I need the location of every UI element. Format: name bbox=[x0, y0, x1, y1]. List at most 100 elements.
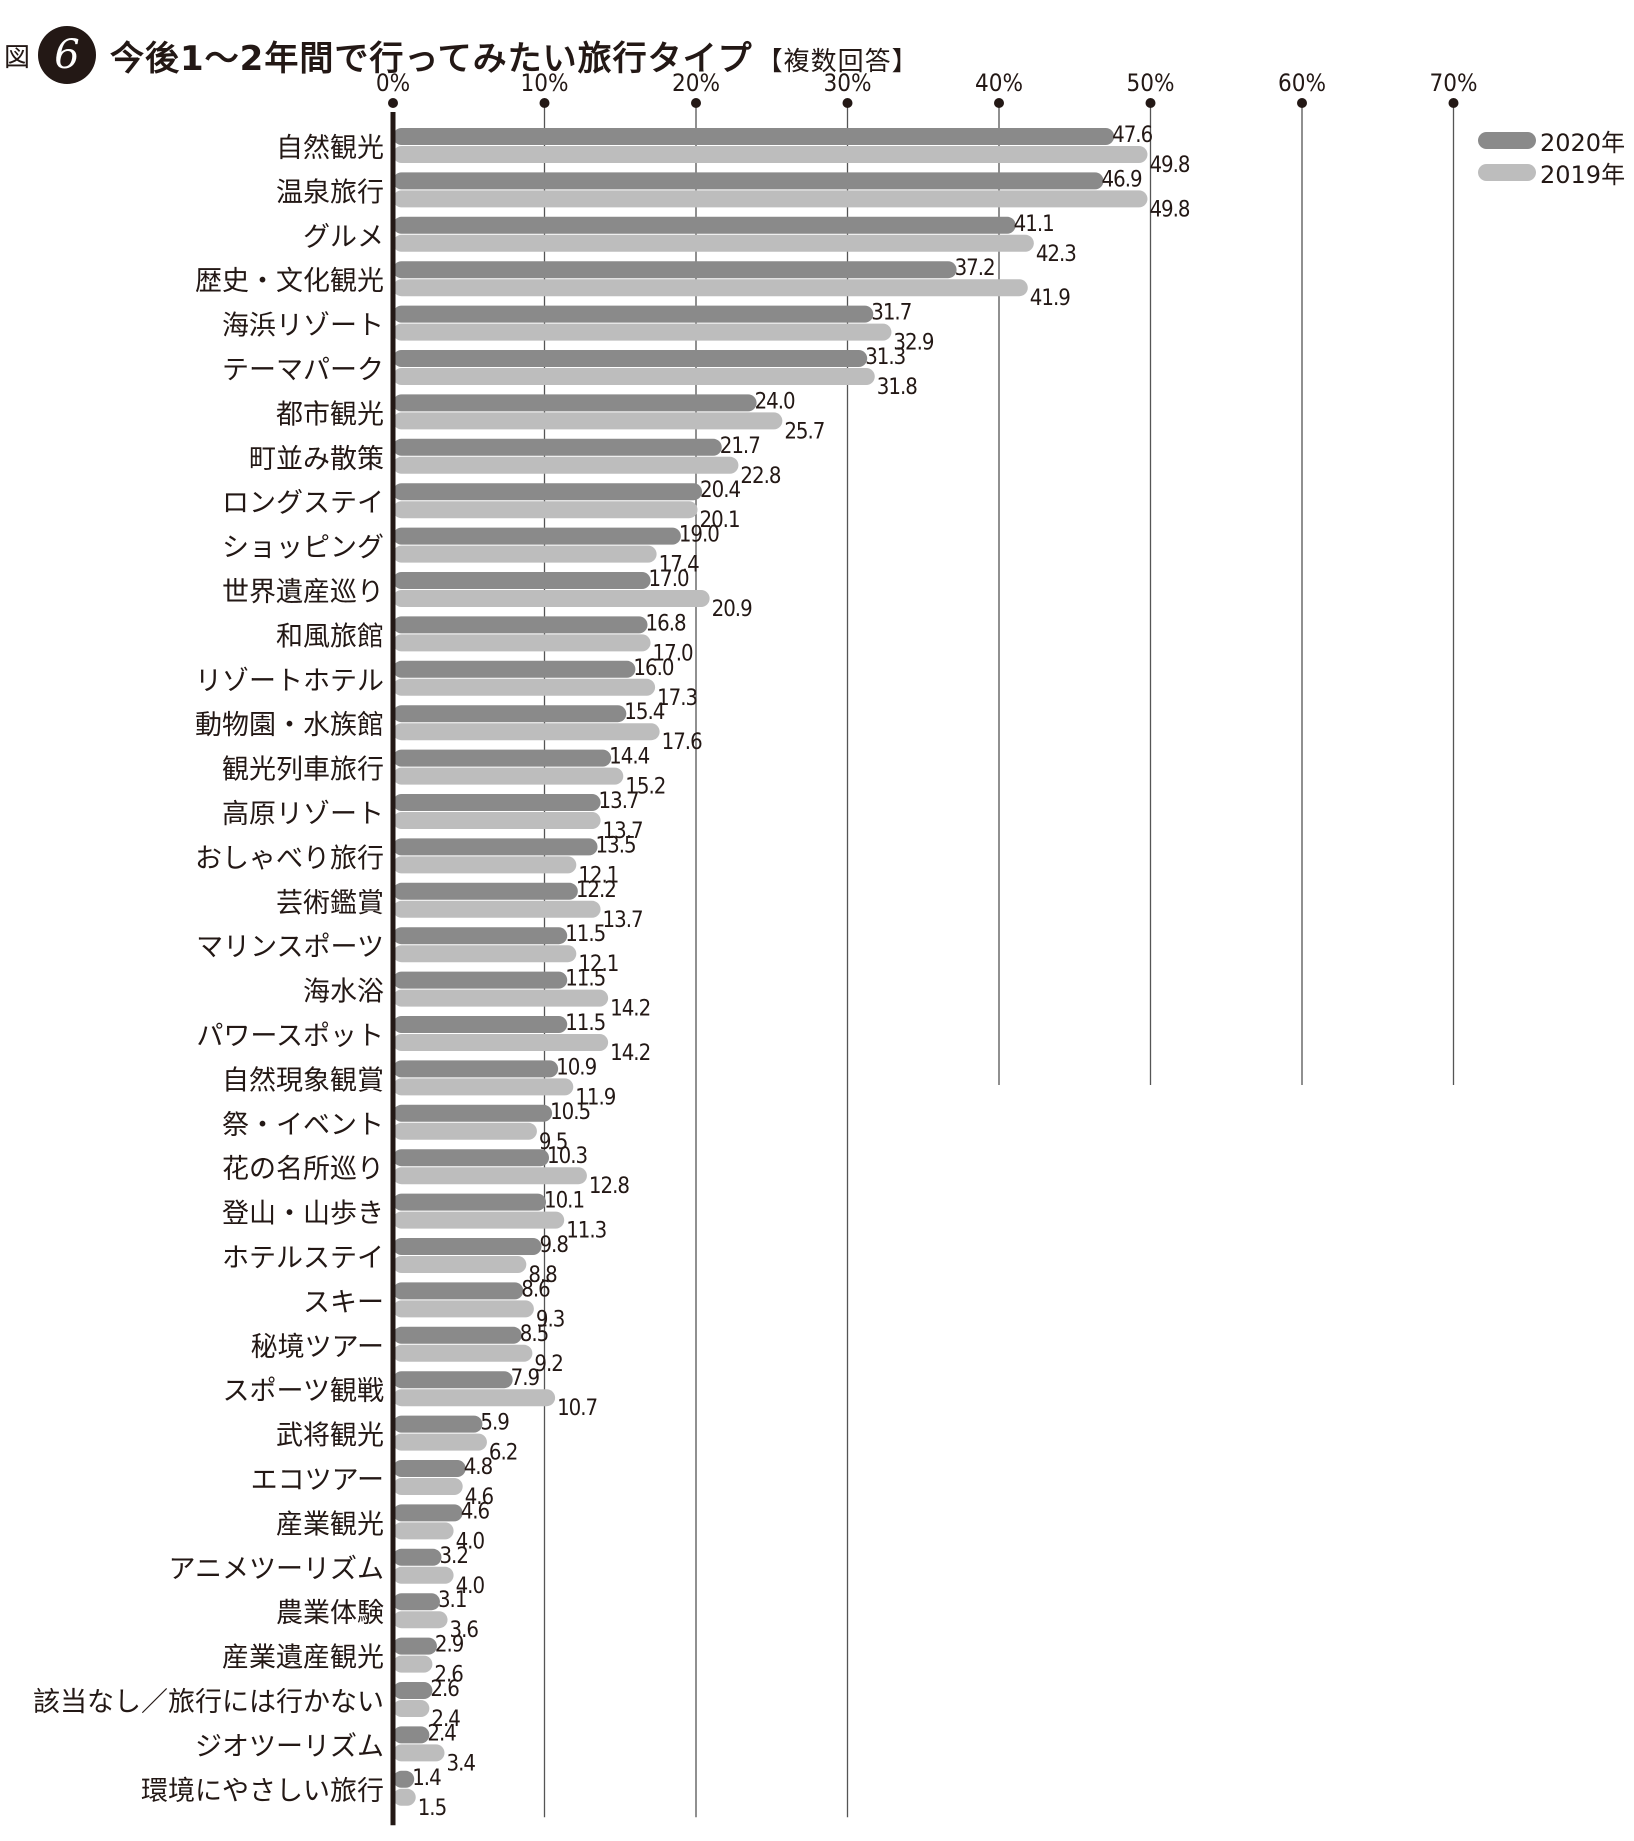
bar-2019 bbox=[393, 1700, 430, 1717]
bar-2019 bbox=[393, 1433, 487, 1451]
category-label: 世界遺産巡り bbox=[222, 577, 384, 608]
bar-2019 bbox=[393, 1211, 565, 1229]
category-label: 動物園・水族館 bbox=[195, 710, 384, 741]
bar-2019 bbox=[393, 1744, 445, 1762]
chart-title-note: 【複数回答】 bbox=[756, 46, 919, 77]
legend-label-2020: 2020年 bbox=[1540, 128, 1626, 157]
data-label-2019: 22.8 bbox=[740, 464, 780, 489]
data-label-2019: 17.3 bbox=[657, 686, 697, 711]
x-tick-label: 0% bbox=[376, 69, 410, 97]
tick-dot bbox=[842, 98, 853, 108]
category-label: 和風旅館 bbox=[276, 621, 384, 652]
bar-2019 bbox=[393, 456, 739, 474]
data-label-2020: 8.5 bbox=[520, 1322, 548, 1347]
bar-2019 bbox=[393, 590, 710, 607]
bar-2019 bbox=[393, 900, 601, 918]
data-label-2019: 11.3 bbox=[566, 1219, 606, 1244]
category-label: グルメ bbox=[303, 222, 384, 253]
bar-2019 bbox=[393, 234, 1034, 252]
bar-2019 bbox=[393, 1078, 574, 1096]
category-label: 武将観光 bbox=[276, 1421, 384, 1452]
bar-2020 bbox=[393, 1282, 524, 1300]
data-label-2020: 3.2 bbox=[439, 1544, 467, 1569]
bar-2020 bbox=[393, 838, 598, 856]
data-label-2020: 16.0 bbox=[633, 656, 673, 681]
category-label: 都市観光 bbox=[276, 399, 384, 430]
data-label-2020: 7.9 bbox=[511, 1366, 540, 1391]
data-label-2019: 17.6 bbox=[662, 730, 702, 755]
bar-2019 bbox=[393, 1167, 587, 1185]
data-label-2019: 20.9 bbox=[712, 597, 752, 622]
bar-2019 bbox=[393, 812, 601, 829]
category-label: ショッピング bbox=[222, 533, 384, 564]
tick-dot bbox=[1448, 98, 1459, 108]
category-label: リゾートホテル bbox=[195, 666, 384, 697]
bar-2019 bbox=[393, 856, 577, 874]
bar-2019 bbox=[393, 279, 1028, 297]
bar-2020 bbox=[393, 394, 757, 412]
data-label-2019: 20.1 bbox=[700, 508, 740, 533]
data-label-2020: 10.3 bbox=[547, 1144, 587, 1169]
bar-2020 bbox=[393, 882, 578, 900]
bar-2020 bbox=[393, 616, 648, 634]
bar-2020 bbox=[393, 1770, 415, 1788]
bar-2019 bbox=[393, 1034, 609, 1051]
category-label: 産業観光 bbox=[276, 1509, 384, 1540]
data-label-2020: 31.7 bbox=[871, 301, 911, 326]
data-label-2020: 20.4 bbox=[700, 478, 740, 503]
category-label: 祭・イベント bbox=[222, 1110, 384, 1141]
data-label-2019: 25.7 bbox=[784, 419, 824, 444]
bar-2020 bbox=[393, 749, 612, 767]
data-label-2019: 1.5 bbox=[418, 1796, 446, 1821]
tick-dot bbox=[1145, 98, 1156, 108]
data-label-2019: 17.0 bbox=[653, 641, 693, 666]
tick-dot bbox=[388, 98, 398, 108]
data-label-2020: 11.5 bbox=[565, 1011, 605, 1036]
bar-2019 bbox=[393, 545, 657, 563]
data-label-2020: 13.7 bbox=[599, 789, 639, 814]
data-label-2019: 14.2 bbox=[610, 1041, 650, 1066]
bar-2019 bbox=[393, 412, 783, 430]
bar-2020 bbox=[393, 1504, 463, 1522]
category-label: マリンスポーツ bbox=[196, 932, 384, 963]
data-label-2019: 32.9 bbox=[893, 331, 933, 356]
data-label-2020: 12.2 bbox=[576, 878, 616, 903]
category-label: 登山・山歩き bbox=[222, 1199, 384, 1230]
data-label-2020: 17.0 bbox=[649, 567, 689, 592]
data-label-2020: 13.5 bbox=[596, 833, 636, 858]
bar-2019 bbox=[393, 146, 1148, 163]
x-tick-label: 40% bbox=[975, 69, 1023, 97]
bar-2020 bbox=[393, 572, 651, 589]
bar-2020 bbox=[393, 483, 703, 501]
bar-2019 bbox=[393, 1344, 533, 1362]
bar-2020 bbox=[393, 1593, 440, 1611]
data-label-2019: 2.6 bbox=[434, 1663, 463, 1688]
bar-2020 bbox=[393, 1238, 542, 1255]
bar-2020 bbox=[393, 1548, 442, 1566]
data-label-2020: 10.9 bbox=[556, 1055, 596, 1080]
data-label-2020: 2.6 bbox=[430, 1677, 459, 1702]
data-label-2019: 6.2 bbox=[489, 1441, 517, 1466]
data-label-2019: 9.3 bbox=[536, 1307, 565, 1332]
data-label-2019: 11.9 bbox=[575, 1085, 615, 1110]
chart-legend: 2020年 2019年 bbox=[1478, 124, 1626, 189]
bar-2020 bbox=[393, 971, 568, 989]
bar-2019 bbox=[393, 1122, 537, 1140]
legend-label-2019: 2019年 bbox=[1540, 160, 1626, 189]
legend-item-2020: 2020年 bbox=[1478, 124, 1626, 157]
bar-2019 bbox=[393, 634, 651, 652]
category-label: エコツアー bbox=[251, 1465, 384, 1496]
legend-swatch-2020 bbox=[1478, 131, 1536, 149]
data-label-2019: 13.7 bbox=[603, 819, 643, 844]
data-label-2020: 4.6 bbox=[461, 1499, 490, 1524]
data-label-2020: 9.8 bbox=[539, 1233, 568, 1258]
bar-2019 bbox=[393, 1478, 463, 1495]
data-label-2020: 5.9 bbox=[480, 1411, 509, 1436]
bar-2020 bbox=[393, 527, 681, 545]
data-label-2020: 21.7 bbox=[720, 434, 760, 459]
data-label-2020: 14.4 bbox=[609, 745, 649, 770]
bar-2019 bbox=[393, 678, 656, 696]
data-label-2019: 12.1 bbox=[578, 863, 618, 888]
data-label-2019: 4.6 bbox=[465, 1485, 494, 1510]
data-label-2020: 11.5 bbox=[565, 967, 605, 992]
